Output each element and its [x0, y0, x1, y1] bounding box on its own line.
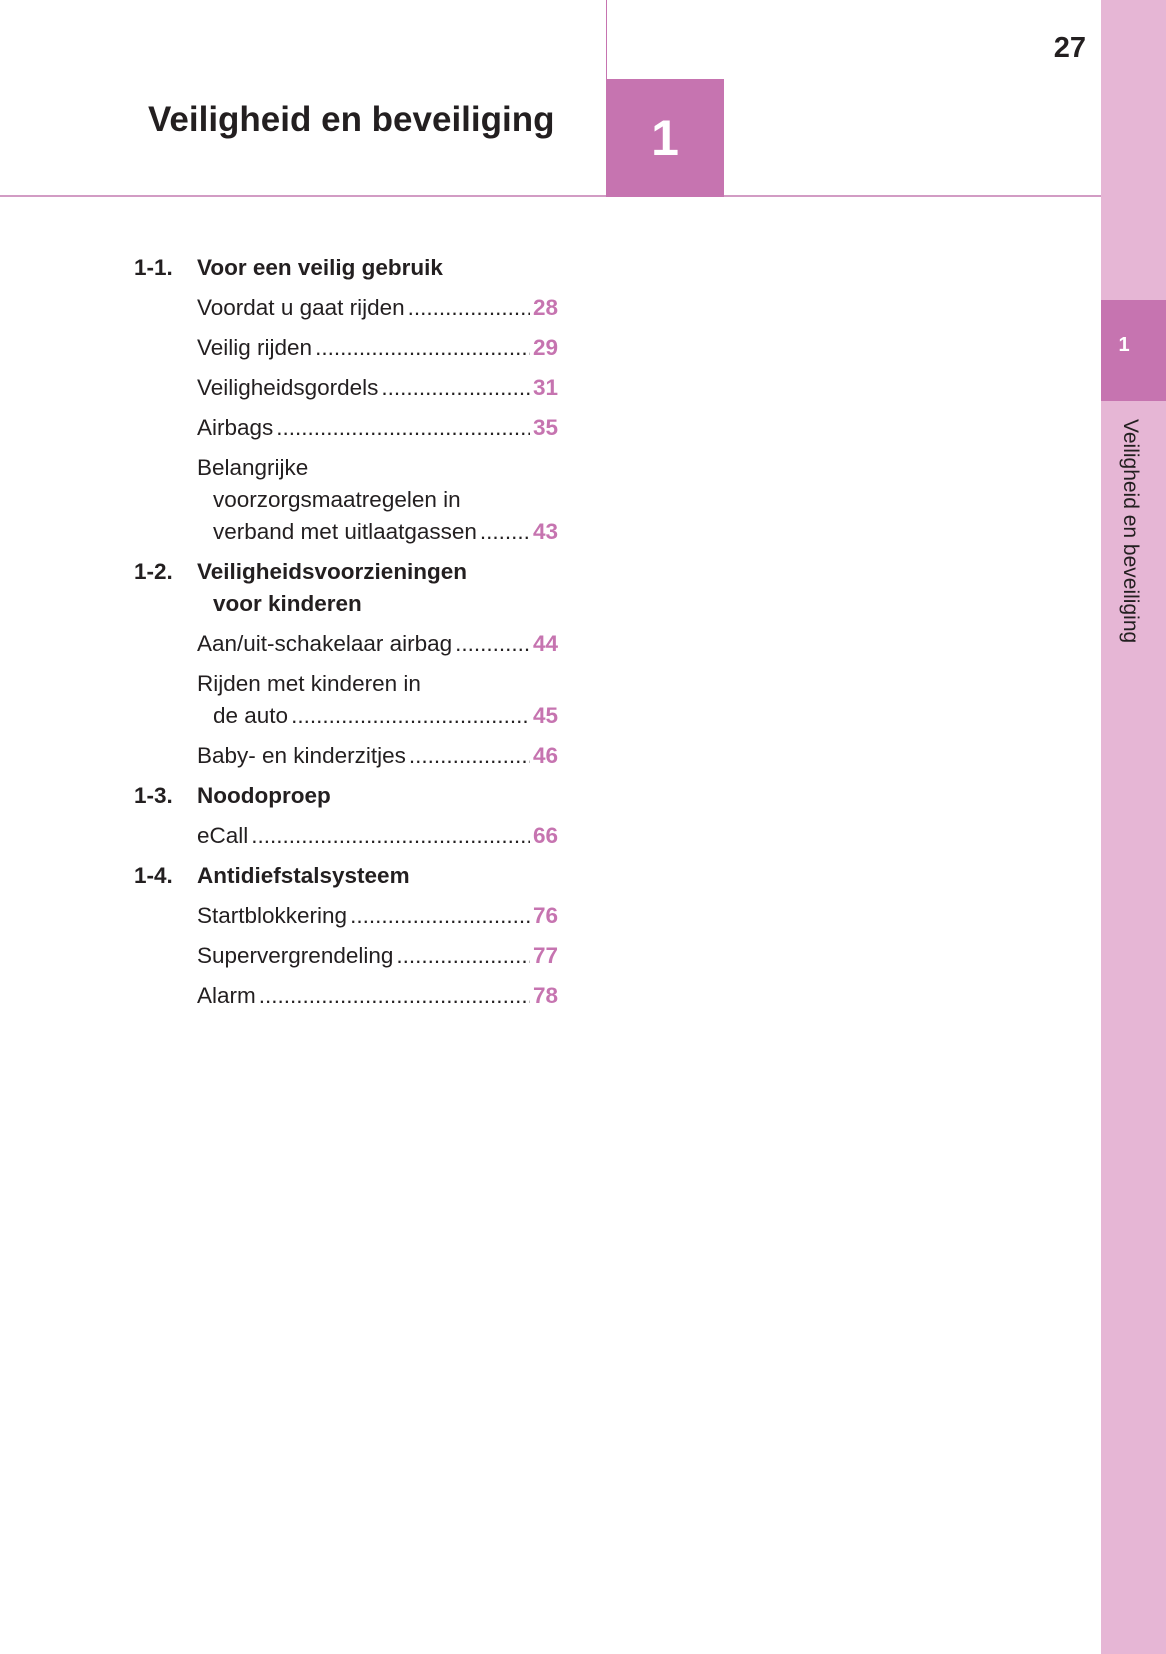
toc-entry[interactable]: Aan/uit-schakelaar airbag 44 [197, 628, 558, 660]
section-title: Noodoproep [197, 783, 331, 808]
entry-title: Supervergrendeling [197, 943, 394, 968]
toc-entry[interactable]: Baby- en kinderzitjes 46 [197, 740, 558, 772]
section-number: 1-4. [134, 863, 173, 888]
entry-page-link[interactable]: 76 [532, 903, 558, 928]
dot-leader [480, 516, 530, 548]
toc-section-heading[interactable]: 1-4. Antidiefstalsysteem [134, 860, 558, 892]
chapter-number-box: 1 [606, 79, 724, 197]
toc-entry[interactable]: Voordat u gaat rijden 28 [197, 292, 558, 324]
entry-page-link[interactable]: 35 [532, 415, 558, 440]
entry-title: Rijden met kinderen in [197, 671, 421, 696]
entry-title: Aan/uit-schakelaar airbag [197, 631, 453, 656]
toc-entry[interactable]: Rijden met kinderen in de auto 45 [197, 668, 558, 732]
section-title: Antidiefstalsysteem [197, 863, 410, 888]
entry-page-link[interactable]: 45 [532, 703, 558, 728]
entry-title: Voordat u gaat rijden [197, 295, 405, 320]
chapter-index-number: 1 [1118, 334, 1130, 356]
entry-title: de auto [213, 703, 289, 728]
dot-leader [315, 332, 530, 364]
chapter-title: Veiligheid en beveiliging [148, 100, 555, 139]
section-title: Voor een veilig gebruik [197, 255, 443, 280]
toc-entry[interactable]: Airbags 35 [197, 412, 558, 444]
toc-section-heading[interactable]: 1-1. Voor een veilig gebruik [134, 252, 558, 284]
dot-leader [408, 292, 530, 324]
entry-title: Startblokkering [197, 903, 348, 928]
section-number: 1-3. [134, 783, 173, 808]
entry-title: Airbags [197, 415, 274, 440]
entry-page-link[interactable]: 46 [532, 743, 558, 768]
entry-title: Belangrijke [197, 455, 309, 480]
entry-title: Alarm [197, 983, 256, 1008]
entry-page-link[interactable]: 31 [532, 375, 558, 400]
entry-page-link[interactable]: 77 [532, 943, 558, 968]
dot-leader [409, 740, 530, 772]
toc-entry[interactable]: Veiligheidsgordels 31 [197, 372, 558, 404]
toc-entry[interactable]: Belangrijke voorzorgsmaatregelen in verban… [197, 452, 558, 548]
entry-page-link[interactable]: 28 [532, 295, 558, 320]
page-number: 27 [1053, 32, 1086, 64]
dot-leader [291, 700, 530, 732]
entry-page-link[interactable]: 43 [532, 519, 558, 544]
chapter-index-tab-active[interactable] [1101, 300, 1166, 401]
dot-leader [350, 900, 530, 932]
dot-leader [455, 628, 530, 660]
toc-section-heading[interactable]: 1-3. Noodoproep [134, 780, 558, 812]
dot-leader [396, 940, 530, 972]
table-of-contents: 1-1. Voor een veilig gebruik Voordat u gaa… [134, 252, 558, 1020]
section-number: 1-2. [134, 559, 173, 584]
dot-leader [381, 372, 530, 404]
toc-entry[interactable]: eCall 66 [197, 820, 558, 852]
entry-title: verband met uitlaatgassen [213, 519, 477, 544]
entry-page-link[interactable]: 78 [532, 983, 558, 1008]
toc-section-heading[interactable]: 1-2. Veiligheidsvoorzieningen voor kindere… [134, 556, 558, 620]
chapter-index-band [1101, 0, 1166, 1654]
entry-title: Veilig rijden [197, 335, 313, 360]
section-title: Veiligheidsvoorzieningen [197, 559, 468, 584]
toc-entry[interactable]: Supervergrendeling 77 [197, 940, 558, 972]
entry-title: Baby- en kinderzitjes [197, 743, 406, 768]
entry-title: eCall [197, 823, 249, 848]
dot-leader [276, 412, 530, 444]
dot-leader [259, 980, 530, 1012]
chapter-index-label: Veiligheid en beveiliging [1119, 419, 1142, 644]
section-number: 1-1. [134, 255, 173, 280]
dot-leader [251, 820, 530, 852]
toc-entry[interactable]: Veilig rijden 29 [197, 332, 558, 364]
section-title: voor kinderen [213, 591, 362, 616]
toc-entry[interactable]: Startblokkering 76 [197, 900, 558, 932]
entry-page-link[interactable]: 29 [532, 335, 558, 360]
header-divider-horizontal [0, 195, 1101, 197]
entry-title: Veiligheidsgordels [197, 375, 379, 400]
toc-entry[interactable]: Alarm 78 [197, 980, 558, 1012]
entry-title: voorzorgsmaatregelen in [213, 487, 461, 512]
entry-page-link[interactable]: 66 [532, 823, 558, 848]
entry-page-link[interactable]: 44 [532, 631, 558, 656]
